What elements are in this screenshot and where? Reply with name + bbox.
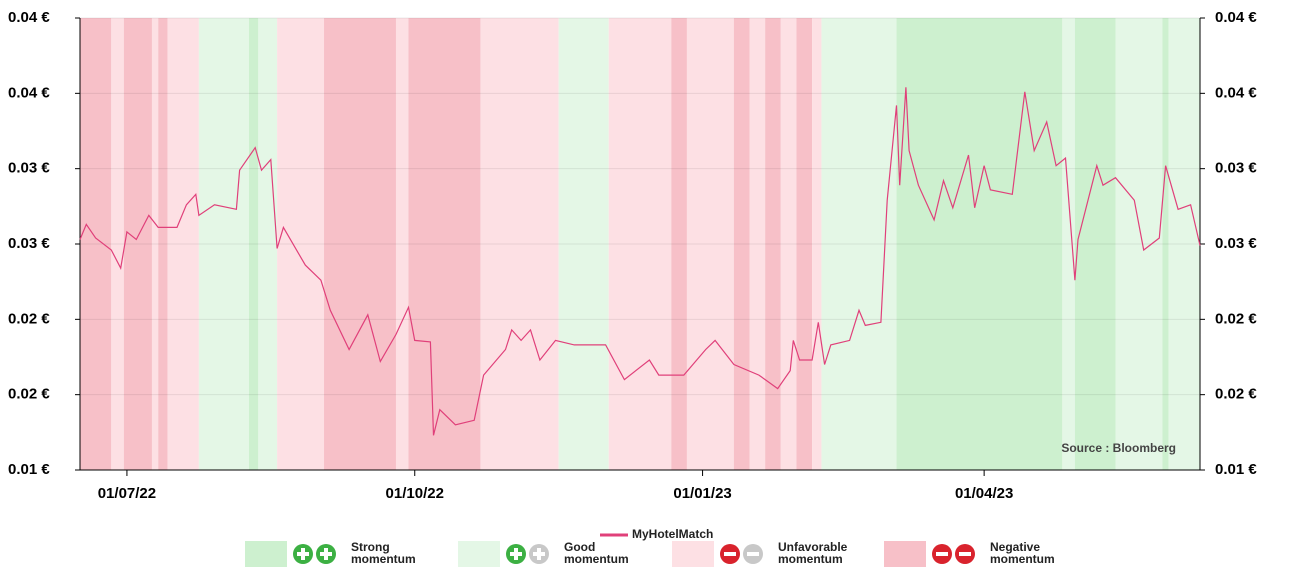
legend-icon-bar [537, 548, 541, 560]
legend-swatch [884, 541, 926, 567]
y2-tick-label: 0.03 € [1215, 235, 1257, 252]
momentum-band [608, 18, 672, 470]
source-annotation: Source : Bloomberg [1061, 441, 1176, 455]
y2-tick-label: 0.03 € [1215, 160, 1257, 177]
momentum-band [686, 18, 734, 470]
legend-icon-bar [936, 552, 948, 556]
momentum-band [796, 18, 813, 470]
momentum-band [395, 18, 409, 470]
legend-icon-bar [514, 548, 518, 560]
momentum-band [151, 18, 159, 470]
legend-swatch [245, 541, 287, 567]
momentum-band [158, 18, 168, 470]
legend-icon-bar [959, 552, 971, 556]
legend-icon-bar [324, 548, 328, 560]
legend-label: Unfavorable momentum [778, 540, 848, 566]
x-tick-label: 01/01/23 [673, 485, 731, 502]
momentum-band [198, 18, 249, 470]
momentum-band [765, 18, 781, 470]
price-line [79, 87, 1201, 436]
y-tick-label: 0.03 € [8, 160, 50, 177]
momentum-band [896, 18, 1063, 470]
legend-swatch [672, 541, 714, 567]
legend-label: Good momentum [564, 540, 629, 566]
momentum-band [167, 18, 199, 470]
legend-icon-bar [301, 548, 305, 560]
momentum-band [821, 18, 897, 470]
momentum-band [258, 18, 278, 470]
momentum-band [277, 18, 325, 470]
momentum-band [749, 18, 766, 470]
momentum-band [111, 18, 124, 470]
y2-tick-label: 0.04 € [1215, 9, 1257, 26]
x-tick-label: 01/04/23 [955, 485, 1013, 502]
y2-tick-label: 0.02 € [1215, 310, 1257, 327]
momentum-band [558, 18, 609, 470]
momentum-band [408, 18, 481, 470]
momentum-band [1062, 18, 1075, 470]
momentum-band [480, 18, 559, 470]
legend-series-label: MyHotelMatch [632, 527, 713, 541]
momentum-band [324, 18, 396, 470]
legend-swatch [458, 541, 500, 567]
momentum-band [812, 18, 822, 470]
momentum-band [80, 18, 112, 470]
momentum-band [671, 18, 687, 470]
x-tick-label: 01/10/22 [386, 485, 444, 502]
y-tick-label: 0.02 € [8, 310, 50, 327]
y-tick-label: 0.01 € [8, 461, 50, 478]
y-tick-label: 0.04 € [8, 9, 50, 26]
momentum-band [780, 18, 797, 470]
legend-label: Negative momentum [990, 540, 1055, 566]
y-tick-label: 0.02 € [8, 386, 50, 403]
y2-tick-label: 0.02 € [1215, 386, 1257, 403]
y2-tick-label: 0.04 € [1215, 84, 1257, 101]
legend-icon-bar [747, 552, 759, 556]
momentum-band [1074, 18, 1116, 470]
momentum-band [1168, 18, 1200, 470]
momentum-band [248, 18, 259, 470]
y2-tick-label: 0.01 € [1215, 461, 1257, 478]
momentum-band [123, 18, 152, 470]
x-tick-label: 01/07/22 [98, 485, 156, 502]
legend-label: Strong momentum [351, 540, 416, 566]
momentum-band [733, 18, 750, 470]
momentum-band [1162, 18, 1169, 470]
momentum-band [1115, 18, 1163, 470]
y-tick-label: 0.04 € [8, 84, 50, 101]
y-tick-label: 0.03 € [8, 235, 50, 252]
legend-icon-bar [724, 552, 736, 556]
